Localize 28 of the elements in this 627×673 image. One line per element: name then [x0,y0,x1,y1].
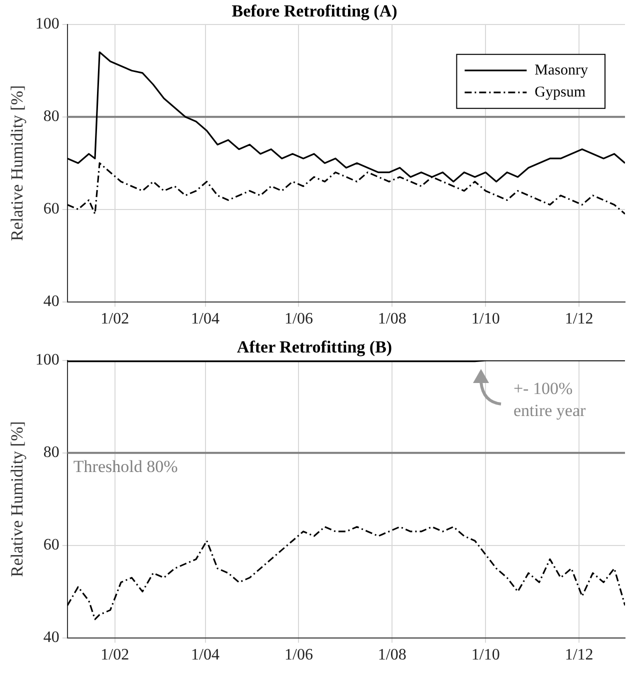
annotation: +- 100% entire year [513,378,587,422]
y-axis-title: Relative Humidity [%] [8,85,27,242]
y-tick-label: 80 [43,108,60,126]
x-tick-label: 1/08 [378,310,406,328]
y-axis-title: Relative Humidity [%] [8,421,27,578]
chart-title: Before Retrofitting (A) [232,2,398,21]
y-tick-label: 40 [43,629,60,646]
y-tick-label: 100 [35,16,60,33]
x-tick-label: 1/02 [100,646,130,664]
x-tick-label: 1/02 [100,310,130,328]
x-tick-label: 1/12 [564,646,594,664]
legend-label: Masonry [534,62,588,78]
x-tick-label: 1/08 [378,646,406,664]
x-tick-label: 1/06 [284,310,313,328]
x-tick-label: 1/10 [471,310,500,328]
legend-label: Gypsum [534,84,586,100]
y-tick-label: 80 [43,444,60,462]
x-tick-label: 1/04 [191,646,220,664]
y-tick-label: 100 [35,352,60,369]
y-tick-label: 60 [43,536,60,554]
x-tick-label: 1/10 [471,646,500,664]
x-tick-label: 1/12 [564,310,594,328]
ref-line-label: Threshold 80% [73,456,178,476]
chart-title: After Retrofitting (B) [236,338,392,357]
x-tick-label: 1/06 [284,646,313,664]
y-tick-label: 60 [43,200,60,218]
y-tick-label: 40 [43,293,60,310]
x-tick-label: 1/04 [191,310,220,328]
